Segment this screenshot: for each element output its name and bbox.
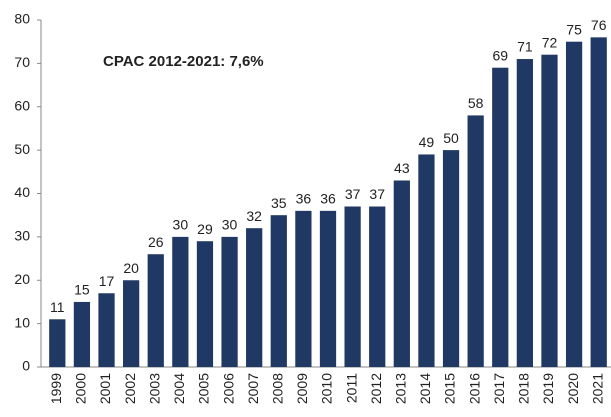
x-tick-label: 2011 — [343, 373, 359, 403]
value-label: 49 — [419, 134, 435, 150]
value-label: 11 — [50, 299, 65, 315]
value-label: 69 — [492, 47, 508, 63]
value-label: 71 — [517, 39, 533, 55]
value-label: 26 — [148, 234, 164, 250]
x-tick-label: 2007 — [245, 373, 261, 404]
value-label: 20 — [123, 260, 139, 276]
x-tick-label: 2003 — [146, 373, 162, 404]
x-tick-label: 2016 — [466, 373, 482, 404]
bar — [541, 54, 558, 367]
value-label: 32 — [246, 208, 262, 224]
x-tick-label: 2021 — [589, 373, 605, 404]
value-label: 72 — [542, 34, 558, 50]
x-tick-label: 2000 — [73, 373, 89, 404]
value-label: 37 — [369, 186, 385, 202]
bar — [467, 115, 484, 367]
bar — [295, 210, 312, 367]
value-label: 15 — [74, 282, 90, 298]
value-label: 17 — [99, 273, 115, 289]
value-label: 29 — [197, 221, 213, 237]
bar — [123, 280, 140, 367]
y-tick-label: 30 — [14, 228, 30, 244]
bar — [147, 254, 164, 367]
x-tick-label: 2009 — [294, 373, 310, 404]
bar — [393, 180, 410, 367]
x-tick-label: 2012 — [368, 373, 384, 404]
bar — [73, 301, 91, 367]
value-label: 75 — [566, 21, 582, 37]
bar — [196, 241, 214, 367]
bar — [172, 236, 189, 367]
bar — [270, 215, 287, 367]
x-tick-label: 2002 — [122, 373, 138, 404]
bar — [492, 67, 509, 368]
x-tick-label: 2014 — [417, 373, 433, 404]
bar — [344, 206, 361, 367]
x-tick-label: 2013 — [393, 373, 409, 404]
y-tick-label: 80 — [14, 11, 30, 27]
bar — [590, 37, 607, 367]
bar — [221, 236, 238, 367]
value-label: 36 — [320, 191, 336, 207]
value-label: 76 — [591, 17, 607, 33]
x-tick-label: 2020 — [565, 373, 581, 404]
value-label: 50 — [443, 130, 459, 146]
y-tick-label: 10 — [14, 314, 30, 330]
x-tick-label: 2004 — [171, 373, 187, 404]
y-tick-label: 70 — [14, 54, 30, 70]
value-label: 30 — [173, 217, 189, 233]
value-label: 35 — [271, 195, 287, 211]
y-tick-label: 0 — [22, 358, 30, 374]
bar — [369, 206, 386, 367]
x-tick-label: 2001 — [97, 373, 113, 404]
x-tick-label: 2008 — [269, 373, 285, 404]
bar — [442, 150, 460, 367]
x-tick-label: 2019 — [540, 373, 556, 404]
bar — [516, 59, 533, 367]
x-tick-label: 2005 — [196, 373, 212, 404]
bar — [319, 210, 337, 367]
value-label: 43 — [394, 160, 410, 176]
value-label: 36 — [296, 191, 312, 207]
y-tick-label: 60 — [14, 97, 30, 113]
bar — [418, 154, 435, 367]
y-tick-label: 40 — [14, 184, 30, 200]
x-tick-label: 2018 — [516, 373, 532, 404]
y-tick-label: 20 — [14, 271, 30, 287]
value-label: 37 — [345, 186, 361, 202]
value-label: 58 — [468, 95, 484, 111]
bar — [49, 319, 66, 367]
bar — [98, 293, 115, 367]
x-tick-label: 2015 — [442, 373, 458, 404]
x-tick-label: 2017 — [491, 373, 507, 404]
bar — [565, 41, 583, 367]
x-tick-label: 2010 — [319, 373, 335, 404]
bar — [246, 228, 263, 367]
annotation: CPAC 2012-2021: 7,6% — [103, 53, 264, 70]
x-tick-label: 1999 — [48, 373, 64, 404]
x-tick-label: 2006 — [220, 373, 236, 404]
y-tick-label: 50 — [14, 141, 30, 157]
value-label: 30 — [222, 217, 238, 233]
